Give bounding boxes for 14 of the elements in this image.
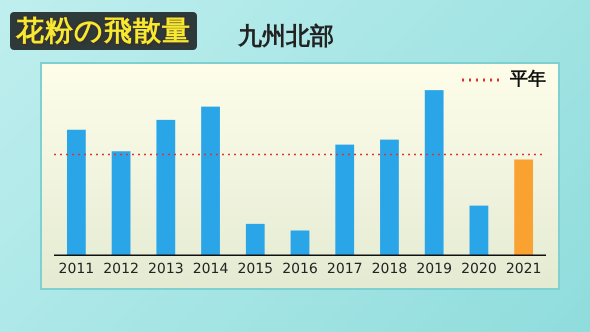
x-tick-label: 2018 (372, 261, 408, 278)
x-tick-label: 2011 (58, 261, 94, 278)
x-tick-label: 2020 (461, 261, 497, 278)
x-tick-label: 2014 (192, 261, 228, 278)
x-tick-label: 2015 (237, 261, 274, 278)
x-tick-label: 2012 (103, 261, 139, 278)
x-tick-label: 2016 (282, 261, 318, 278)
x-tick-label: 2019 (416, 261, 452, 278)
chart-subtitle: 九州北部 (238, 21, 334, 52)
x-tick-label: 2017 (326, 261, 363, 278)
x-tick-label: 2021 (506, 261, 542, 278)
legend-label: 平年 (509, 68, 546, 90)
chart-title: 花粉の飛散量 (10, 12, 197, 50)
x-tick-label: 2013 (148, 261, 184, 278)
